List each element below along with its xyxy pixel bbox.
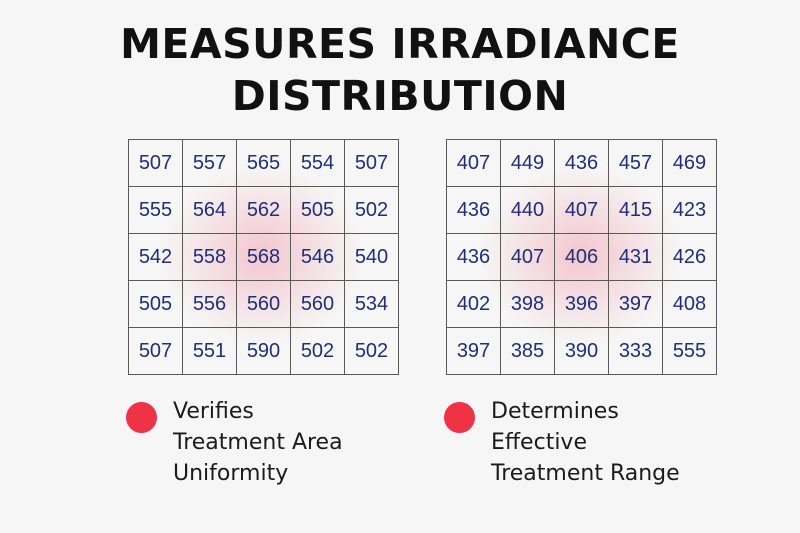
grid-cell: 396 <box>554 280 609 328</box>
grid-cell: 426 <box>662 233 717 281</box>
table-row: 402 398 396 397 408 <box>446 280 717 328</box>
left-caption: Verifies Treatment Area Uniformity <box>126 396 343 489</box>
grid-cell: 385 <box>500 327 555 375</box>
grid-cell: 390 <box>554 327 609 375</box>
grid-cell: 555 <box>128 186 183 234</box>
grid-cell: 469 <box>662 139 717 187</box>
right-caption: Determines Effective Treatment Range <box>444 396 680 489</box>
grid-cell: 546 <box>290 233 345 281</box>
left-caption-text: Verifies Treatment Area Uniformity <box>173 396 343 489</box>
grid-cell: 440 <box>500 186 555 234</box>
grid-cell: 568 <box>236 233 291 281</box>
grid-cell: 507 <box>128 139 183 187</box>
grid-cell: 436 <box>446 186 501 234</box>
grid-cell: 415 <box>608 186 663 234</box>
left-caption-line: Verifies <box>173 399 254 424</box>
red-dot-icon <box>126 402 157 433</box>
grid-cell: 555 <box>662 327 717 375</box>
grid-cell: 397 <box>608 280 663 328</box>
grid-cell: 560 <box>290 280 345 328</box>
grid-cell: 505 <box>290 186 345 234</box>
grid-cell: 333 <box>608 327 663 375</box>
grid-cell: 398 <box>500 280 555 328</box>
grid-cell: 542 <box>128 233 183 281</box>
right-caption-line: Determines <box>491 399 619 424</box>
page-title: MEASURES IRRADIANCE DISTRIBUTION <box>0 18 800 122</box>
table-row: 507 551 590 502 502 <box>128 327 399 375</box>
table-row: 542 558 568 546 540 <box>128 233 399 281</box>
left-irradiance-grid: 507 557 565 554 507 555 564 562 505 502 … <box>128 139 399 375</box>
grid-cell: 408 <box>662 280 717 328</box>
grid-cell: 436 <box>554 139 609 187</box>
grid-cell: 554 <box>290 139 345 187</box>
left-caption-line: Treatment Area <box>173 430 343 455</box>
table-row: 555 564 562 505 502 <box>128 186 399 234</box>
table-row: 407 449 436 457 469 <box>446 139 717 187</box>
grid-cell: 590 <box>236 327 291 375</box>
grid-cell: 507 <box>128 327 183 375</box>
grid-cell: 507 <box>344 139 399 187</box>
grid-cell: 407 <box>446 139 501 187</box>
right-irradiance-grid: 407 449 436 457 469 436 440 407 415 423 … <box>446 139 717 375</box>
table-row: 505 556 560 560 534 <box>128 280 399 328</box>
grid-cell: 560 <box>236 280 291 328</box>
right-caption-line: Effective <box>491 430 587 455</box>
title-line-2: DISTRIBUTION <box>231 72 569 120</box>
grid-cell: 556 <box>182 280 237 328</box>
grid-cell: 565 <box>236 139 291 187</box>
grid-cell: 397 <box>446 327 501 375</box>
grid-cell: 564 <box>182 186 237 234</box>
table-row: 436 440 407 415 423 <box>446 186 717 234</box>
grid-cell: 558 <box>182 233 237 281</box>
grid-cell: 406 <box>554 233 609 281</box>
grid-cell: 502 <box>344 186 399 234</box>
red-dot-icon <box>444 402 475 433</box>
grid-cell: 436 <box>446 233 501 281</box>
table-row: 397 385 390 333 555 <box>446 327 717 375</box>
grid-cell: 449 <box>500 139 555 187</box>
grid-cell: 423 <box>662 186 717 234</box>
grid-cell: 407 <box>554 186 609 234</box>
left-caption-line: Uniformity <box>173 461 289 486</box>
grid-cell: 505 <box>128 280 183 328</box>
grid-cell: 551 <box>182 327 237 375</box>
grid-cell: 402 <box>446 280 501 328</box>
grid-cell: 502 <box>344 327 399 375</box>
grid-cell: 457 <box>608 139 663 187</box>
table-row: 436 407 406 431 426 <box>446 233 717 281</box>
right-caption-line: Treatment Range <box>491 461 680 486</box>
table-row: 507 557 565 554 507 <box>128 139 399 187</box>
grid-cell: 502 <box>290 327 345 375</box>
grid-cell: 562 <box>236 186 291 234</box>
grid-cell: 540 <box>344 233 399 281</box>
right-caption-text: Determines Effective Treatment Range <box>491 396 680 489</box>
grid-cell: 557 <box>182 139 237 187</box>
grid-cell: 431 <box>608 233 663 281</box>
title-line-1: MEASURES IRRADIANCE <box>120 20 680 68</box>
grid-cell: 534 <box>344 280 399 328</box>
grid-cell: 407 <box>500 233 555 281</box>
